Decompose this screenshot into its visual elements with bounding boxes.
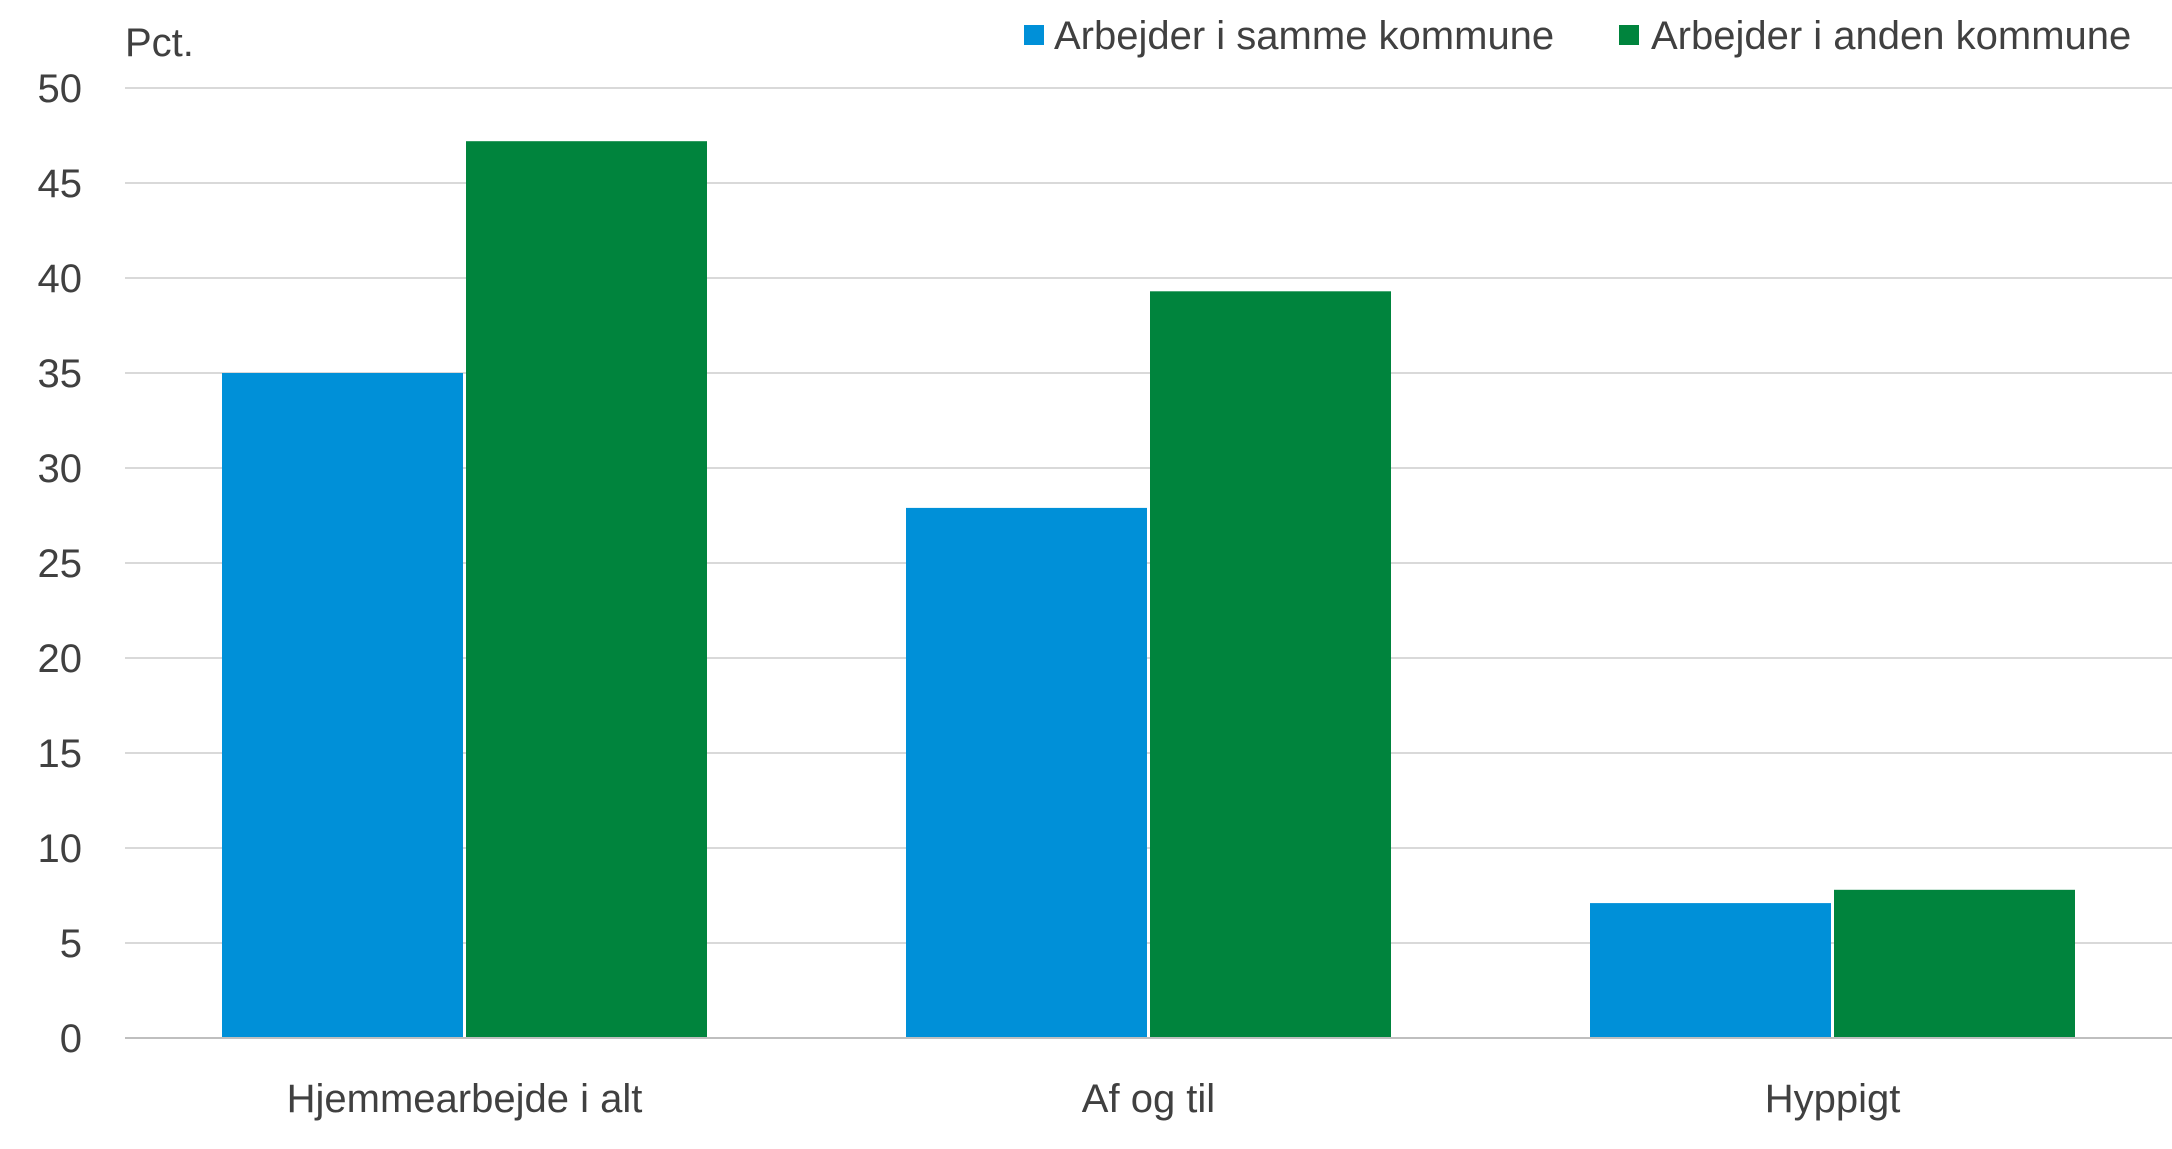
y-tick-label: 40 [38,257,83,301]
y-tick-label: 20 [38,637,83,681]
y-tick-label: 30 [38,447,83,491]
y-tick-label: 15 [38,732,83,776]
legend: Arbejder i samme kommune Arbejder i anden… [1024,14,2131,58]
bars [222,141,2075,1038]
legend-label: Arbejder i anden kommune [1651,14,2131,58]
bar-anden-kommune [466,141,707,1038]
legend-swatch [1619,25,1639,45]
legend-item: Arbejder i anden kommune [1619,14,2131,58]
bar-anden-kommune [1834,890,2075,1038]
y-tick-label: 45 [38,162,83,206]
bar-samme-kommune [1590,903,1831,1038]
bar-samme-kommune [906,508,1147,1038]
y-tick-label: 25 [38,542,83,586]
x-category-label: Af og til [1082,1077,1215,1121]
y-tick-label: 50 [38,67,83,111]
y-axis-unit-label: Pct. [125,21,194,65]
y-tick-label: 5 [60,922,82,966]
x-category-label: Hjemmearbejde i alt [287,1077,643,1121]
legend-swatch [1024,25,1044,45]
x-category-label: Hyppigt [1765,1077,1901,1121]
legend-label: Arbejder i samme kommune [1054,14,1554,58]
legend-item: Arbejder i samme kommune [1024,14,1554,58]
y-tick-label: 10 [38,827,83,871]
y-tick-label: 0 [60,1017,82,1061]
bar-samme-kommune [222,373,463,1038]
y-tick-label: 35 [38,352,83,396]
bar-anden-kommune [1150,291,1391,1038]
